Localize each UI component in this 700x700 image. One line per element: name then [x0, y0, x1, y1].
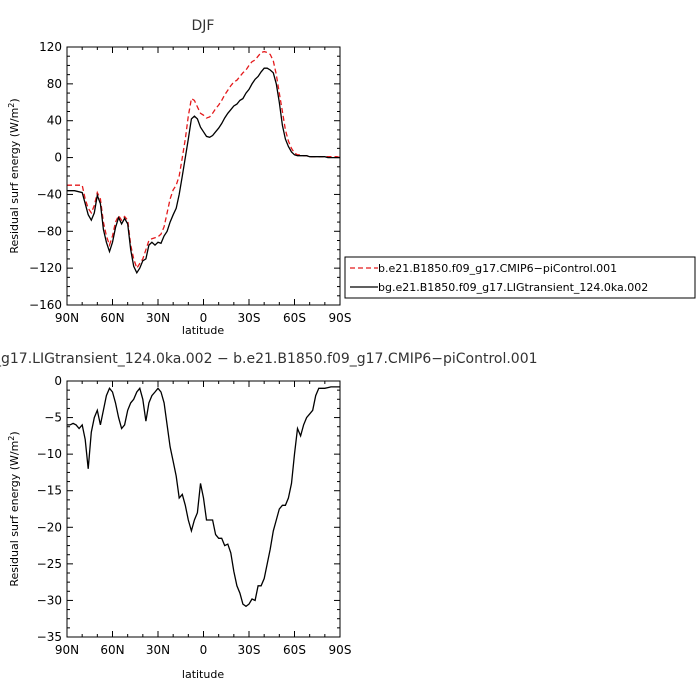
top-chart-title: DJF	[192, 18, 215, 34]
bottom-series-line-0	[67, 386, 340, 608]
top-series-lines	[67, 50, 341, 275]
top-x-tick-label: 0	[200, 311, 208, 325]
bottom-x-tick-label: 30N	[146, 643, 170, 657]
top-x-tick-label: 90S	[329, 311, 352, 325]
top-y-tick-label: 120	[39, 40, 62, 54]
top-chart: DJF −160 −120 −80 −40 0 40 80 120 90N 60N 30N 0 30S 6…	[7, 18, 352, 337]
top-x-tick-label: 30S	[238, 311, 261, 325]
bottom-x-axis-label: latitude	[182, 668, 224, 681]
bottom-axis-ticks: −35 −30 −25 −20 −15 −10 −5 0 90N 60N 30N 0 30S 60S 90S	[37, 374, 352, 657]
bottom-x-tick-label: 0	[200, 643, 208, 657]
top-y-tick-label: −80	[37, 224, 62, 238]
top-y-tick-label: −160	[29, 298, 62, 312]
bottom-y-tick-label: −15	[37, 484, 62, 498]
top-x-tick-label: 60N	[100, 311, 124, 325]
bottom-x-tick-label: 90N	[55, 643, 79, 657]
bottom-x-tick-label: 60S	[283, 643, 306, 657]
top-series-line-0	[67, 50, 341, 270]
top-x-tick-label: 30N	[146, 311, 170, 325]
bottom-x-tick-label: 90S	[329, 643, 352, 657]
bottom-y-tick-label: 0	[54, 374, 62, 388]
bottom-y-tick-label: −10	[37, 447, 62, 461]
bottom-y-tick-label: −35	[37, 630, 62, 644]
top-y-tick-label: 0	[54, 151, 62, 165]
bottom-y-tick-label: −20	[37, 520, 62, 534]
top-x-tick-label: 60S	[283, 311, 306, 325]
top-y-axis-label: Residual surf energy (W/m2)	[7, 98, 22, 253]
legend: b.e21.B1850.f09_g17.CMIP6−piControl.001 …	[344, 256, 696, 299]
bottom-y-tick-label: −30	[37, 593, 62, 607]
legend-label-ligtransient: bg.e21.B1850.f09_g17.LIGtransient_124.0k…	[378, 281, 648, 294]
bottom-chart: bg.e21.B1850.f09_g17.LIGtransient_124.0k…	[0, 351, 538, 681]
top-plot-frame	[66, 46, 341, 306]
top-x-axis-label: latitude	[182, 324, 224, 337]
top-series-line-1	[67, 67, 340, 275]
top-y-tick-label: 40	[47, 114, 62, 128]
bottom-x-tick-label: 30S	[238, 643, 261, 657]
top-y-tick-label: −40	[37, 187, 62, 201]
top-x-tick-label: 90N	[55, 311, 79, 325]
bottom-x-tick-label: 60N	[100, 643, 124, 657]
legend-box	[344, 256, 696, 299]
top-axis-ticks: −160 −120 −80 −40 0 40 80 120 90N 60N 30N 0 30S 60S 90…	[29, 40, 351, 325]
bottom-y-axis-label: Residual surf energy (W/m2)	[7, 431, 22, 586]
bottom-y-tick-label: −5	[44, 411, 62, 425]
legend-label-picontrol: b.e21.B1850.f09_g17.CMIP6−piControl.001	[378, 262, 617, 275]
top-y-tick-label: −120	[29, 261, 62, 275]
bottom-y-tick-label: −25	[37, 557, 62, 571]
bottom-chart-title: bg.e21.B1850.f09_g17.LIGtransient_124.0k…	[0, 351, 538, 367]
top-y-tick-label: 80	[47, 77, 62, 91]
bottom-plot-frame	[66, 380, 341, 638]
bottom-series-lines	[67, 386, 340, 608]
